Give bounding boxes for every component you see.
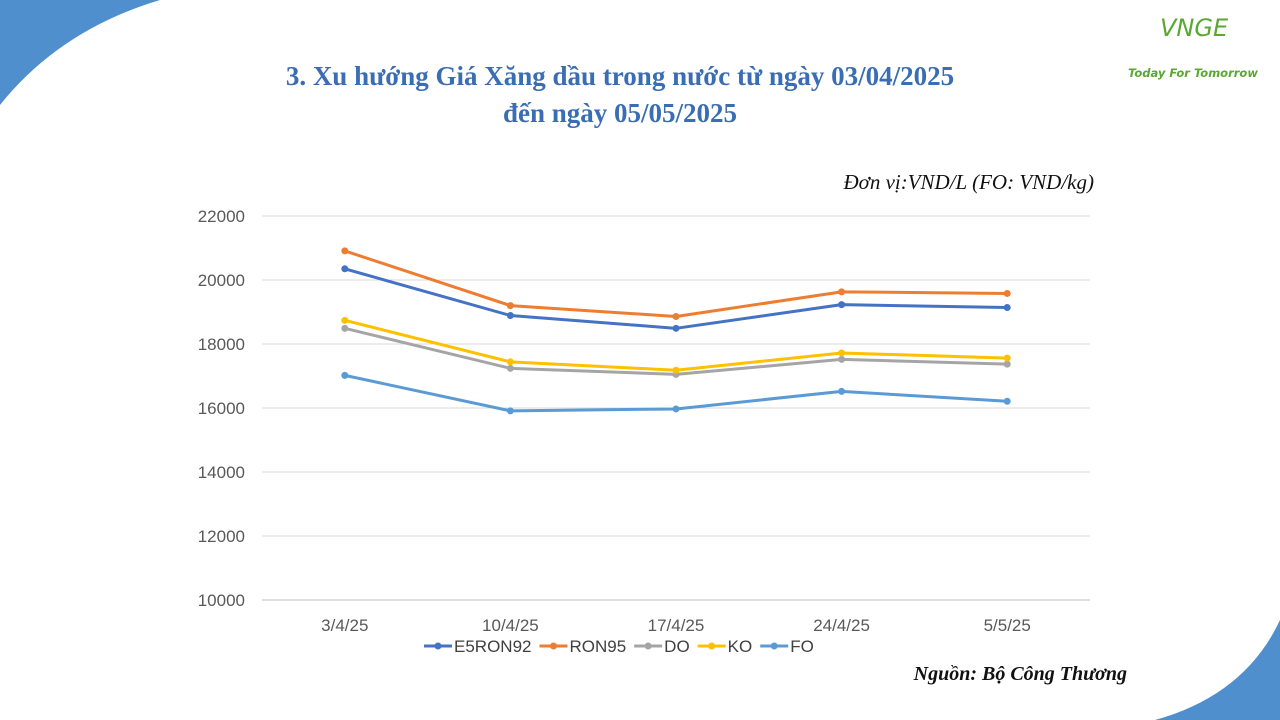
top-left-corner-shape bbox=[0, 0, 160, 105]
x-tick-label: 5/5/25 bbox=[984, 616, 1031, 635]
y-tick-label: 14000 bbox=[198, 463, 245, 482]
x-tick-label: 10/4/25 bbox=[482, 616, 539, 635]
series-lines bbox=[341, 247, 1011, 415]
data-point-do bbox=[506, 364, 514, 372]
legend-label: FO bbox=[790, 637, 814, 656]
data-point-ron95 bbox=[672, 312, 680, 320]
legend: E5RON92 RON95 DO KO FO bbox=[424, 637, 814, 656]
data-point-ko bbox=[341, 316, 349, 324]
y-tick-label: 22000 bbox=[198, 207, 245, 226]
chart-title: 3. Xu hướng Giá Xăng dầu trong nước từ n… bbox=[170, 58, 1070, 132]
y-tick-label: 10000 bbox=[198, 591, 245, 610]
legend-marker bbox=[434, 642, 442, 650]
data-point-fo bbox=[341, 371, 349, 379]
x-axis-ticks: 3/4/25 10/4/25 17/4/25 24/4/25 5/5/25 bbox=[321, 616, 1031, 635]
data-point-ko bbox=[506, 358, 514, 366]
unit-note: Đơn vị:VND/L (FO: VND/kg) bbox=[843, 170, 1094, 194]
logo-slogan: Today For Tomorrow bbox=[1128, 66, 1258, 80]
legend-label: KO bbox=[728, 637, 753, 656]
vnge-logo: VNGE Today For Tomorrow bbox=[1126, 14, 1266, 86]
data-point-do bbox=[341, 324, 349, 332]
data-point-ko bbox=[1003, 354, 1011, 362]
data-point-e5ron92 bbox=[672, 324, 680, 332]
data-point-ko bbox=[672, 366, 680, 374]
legend-item-ron95: RON95 bbox=[539, 637, 626, 656]
x-tick-label: 24/4/25 bbox=[813, 616, 870, 635]
legend-item-do: DO bbox=[634, 637, 690, 656]
data-point-fo bbox=[672, 405, 680, 413]
legend-marker bbox=[708, 642, 716, 650]
legend-label: RON95 bbox=[569, 637, 626, 656]
data-point-e5ron92 bbox=[838, 301, 846, 309]
data-point-ron95 bbox=[1003, 289, 1011, 297]
x-tick-label: 17/4/25 bbox=[648, 616, 705, 635]
data-point-ron95 bbox=[506, 302, 514, 310]
data-point-ron95 bbox=[838, 288, 846, 296]
bottom-right-corner-shape bbox=[1155, 620, 1280, 720]
logo-brand: VNGE bbox=[1160, 14, 1229, 42]
data-point-fo bbox=[1003, 397, 1011, 405]
legend-marker bbox=[770, 642, 778, 650]
legend-label: E5RON92 bbox=[454, 637, 531, 656]
y-tick-label: 12000 bbox=[198, 527, 245, 546]
legend-item-e5ron92: E5RON92 bbox=[424, 637, 531, 656]
legend-marker bbox=[549, 642, 557, 650]
y-tick-label: 18000 bbox=[198, 335, 245, 354]
data-point-fo bbox=[838, 387, 846, 395]
y-axis-ticks: 10000 12000 14000 16000 18000 20000 22000 bbox=[198, 207, 245, 610]
y-tick-label: 16000 bbox=[198, 399, 245, 418]
data-point-ron95 bbox=[341, 247, 349, 255]
data-point-do bbox=[838, 355, 846, 363]
legend-item-ko: KO bbox=[697, 637, 753, 656]
source-note: Nguồn: Bộ Công Thương bbox=[913, 663, 1127, 685]
data-point-do bbox=[1003, 360, 1011, 368]
legend-marker bbox=[644, 642, 652, 650]
chart-title-line-2: đến ngày 05/05/2025 bbox=[502, 98, 738, 128]
chart-title-line-1: 3. Xu hướng Giá Xăng dầu trong nước từ n… bbox=[285, 61, 955, 91]
data-point-e5ron92 bbox=[506, 312, 514, 320]
legend-item-fo: FO bbox=[760, 637, 814, 656]
data-point-e5ron92 bbox=[341, 265, 349, 273]
y-tick-label: 20000 bbox=[198, 271, 245, 290]
data-point-e5ron92 bbox=[1003, 304, 1011, 312]
data-point-ko bbox=[838, 349, 846, 357]
x-tick-label: 3/4/25 bbox=[321, 616, 368, 635]
legend-label: DO bbox=[664, 637, 690, 656]
data-point-fo bbox=[506, 407, 514, 415]
grid-lines bbox=[262, 215, 1090, 601]
